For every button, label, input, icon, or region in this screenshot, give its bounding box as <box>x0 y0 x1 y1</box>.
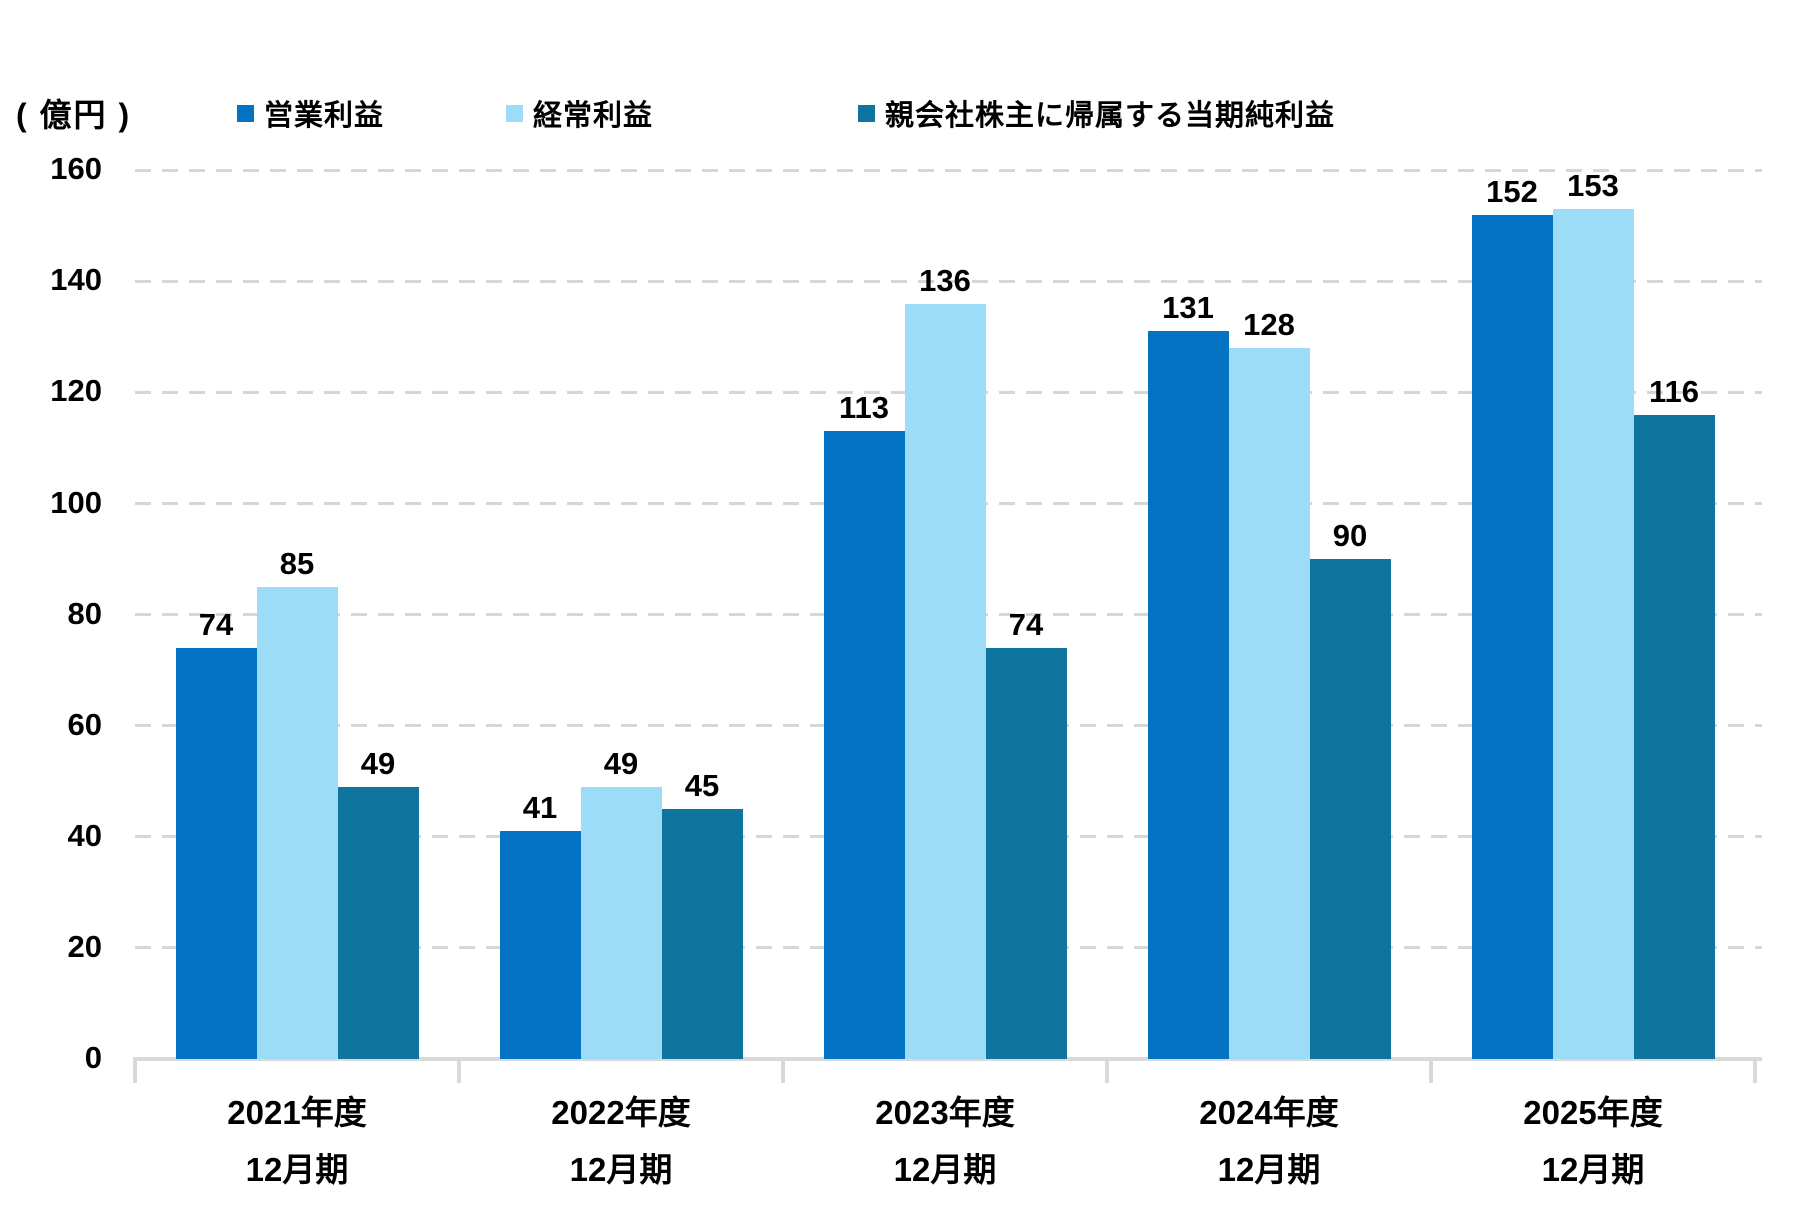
bar <box>661 809 743 1059</box>
category-label: 12月期 <box>893 1151 997 1188</box>
y-axis-label: 0 <box>84 1040 102 1075</box>
category-label: 12月期 <box>1541 1151 1645 1188</box>
bar-value-label: 153 <box>1567 168 1619 204</box>
bar <box>1147 331 1229 1059</box>
x-axis-tick <box>457 1057 461 1083</box>
bar <box>580 786 662 1059</box>
legend-swatch <box>858 104 875 122</box>
bar <box>1552 209 1634 1059</box>
legend-swatch <box>237 104 254 122</box>
bar-value-label: 45 <box>684 768 720 804</box>
x-axis-line <box>135 1057 1762 1061</box>
legend-swatch <box>506 104 523 122</box>
y-axis-label: 120 <box>50 373 102 409</box>
bar-value-label: 74 <box>198 606 234 642</box>
bar <box>499 831 581 1059</box>
bar <box>1471 214 1553 1059</box>
bar <box>823 431 905 1059</box>
category-label: 12月期 <box>1217 1151 1321 1188</box>
x-axis-tick <box>1105 1057 1109 1083</box>
legend-label: 営業利益 <box>264 100 385 132</box>
y-axis-label: 40 <box>67 817 102 853</box>
bar <box>1309 559 1391 1059</box>
category-label: 2021年度 <box>227 1094 367 1131</box>
bar-value-label: 90 <box>1332 518 1368 554</box>
category-label: 2023年度 <box>875 1094 1015 1131</box>
bar <box>175 647 257 1059</box>
y-axis-label: 20 <box>67 928 102 964</box>
bar-value-label: 152 <box>1486 173 1538 209</box>
gridline <box>135 279 1762 283</box>
bar <box>904 303 986 1059</box>
y-axis-label: 60 <box>67 706 102 742</box>
unit-label: ( 億円 ) <box>16 97 132 133</box>
bar-value-label: 49 <box>360 745 396 781</box>
bar-value-label: 116 <box>1648 373 1699 409</box>
category-label: 2025年度 <box>1523 1094 1663 1131</box>
bar <box>337 786 419 1059</box>
x-axis-tick <box>781 1057 785 1083</box>
bar-value-label: 131 <box>1162 290 1214 326</box>
y-axis-label: 160 <box>50 151 102 187</box>
legend-label: 経常利益 <box>533 100 654 132</box>
category-label: 12月期 <box>569 1151 673 1188</box>
x-axis-tick <box>1429 1057 1433 1083</box>
legend-item-ordinary-profit: 経常利益 <box>506 92 653 134</box>
gridline <box>135 168 1762 172</box>
bar-value-label: 85 <box>279 545 315 581</box>
category-label: 12月期 <box>245 1151 349 1188</box>
legend-item-operating-profit: 営業利益 <box>237 92 384 134</box>
y-axis-label: 140 <box>50 262 102 298</box>
bar-value-label: 49 <box>603 745 639 781</box>
bar <box>256 586 338 1059</box>
bar-value-label: 136 <box>919 262 971 298</box>
bar <box>985 647 1067 1059</box>
bar-value-label: 128 <box>1243 306 1295 342</box>
bar-value-label: 41 <box>522 790 558 826</box>
legend-label: 親会社株主に帰属する当期純利益 <box>885 100 1336 132</box>
y-axis-label: 80 <box>67 595 102 631</box>
legend-item-net-income: 親会社株主に帰属する当期純利益 <box>858 92 1335 134</box>
y-axis-label: 100 <box>50 484 102 520</box>
x-axis-tick <box>1753 1057 1757 1083</box>
category-label: 2024年度 <box>1199 1094 1339 1131</box>
bar-value-label: 74 <box>1008 606 1044 642</box>
bar <box>1633 414 1715 1059</box>
bar <box>1228 347 1310 1059</box>
x-axis-tick <box>133 1057 137 1083</box>
category-label: 2022年度 <box>551 1094 691 1131</box>
bar-value-label: 113 <box>838 390 889 426</box>
